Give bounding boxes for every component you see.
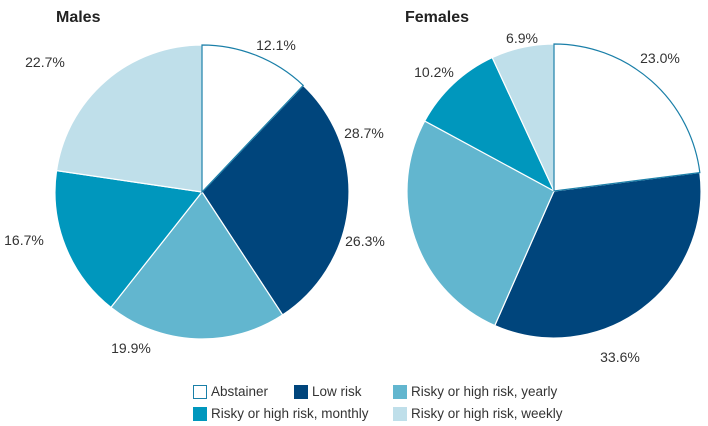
data-label-females-abstainer: 23.0% <box>640 50 680 66</box>
pie-slice-males-weekly <box>55 44 203 193</box>
pie-slice-females-monthly <box>423 56 556 193</box>
data-label-females-yearly: 26.3% <box>345 233 385 249</box>
pie-slice-males-low-risk <box>201 84 350 316</box>
pie-slice-females-abstainer <box>553 43 701 192</box>
data-label-males-abstainer: 12.1% <box>256 37 296 53</box>
pie-slice-outline-males-abstainer <box>201 44 305 194</box>
data-label-males-yearly: 19.9% <box>111 340 151 356</box>
data-label-males-weekly: 22.7% <box>25 54 65 70</box>
pie-slice-males-yearly <box>110 190 284 340</box>
data-label-males-monthly: 16.7% <box>4 232 44 248</box>
data-label-females-weekly: 6.9% <box>506 30 538 46</box>
pie-slice-females-yearly <box>406 120 555 327</box>
chart-title-males: Males <box>56 9 101 26</box>
pie-slice-outline-females-abstainer <box>553 43 701 192</box>
data-label-females-monthly: 10.2% <box>414 64 454 80</box>
pie-slice-females-low-risk <box>493 171 702 339</box>
pie-slice-males-monthly <box>54 169 204 309</box>
data-label-females-low-risk: 33.6% <box>600 349 640 365</box>
chart-title-females: Females <box>405 9 470 26</box>
data-label-males-low-risk: 28.7% <box>344 125 384 141</box>
